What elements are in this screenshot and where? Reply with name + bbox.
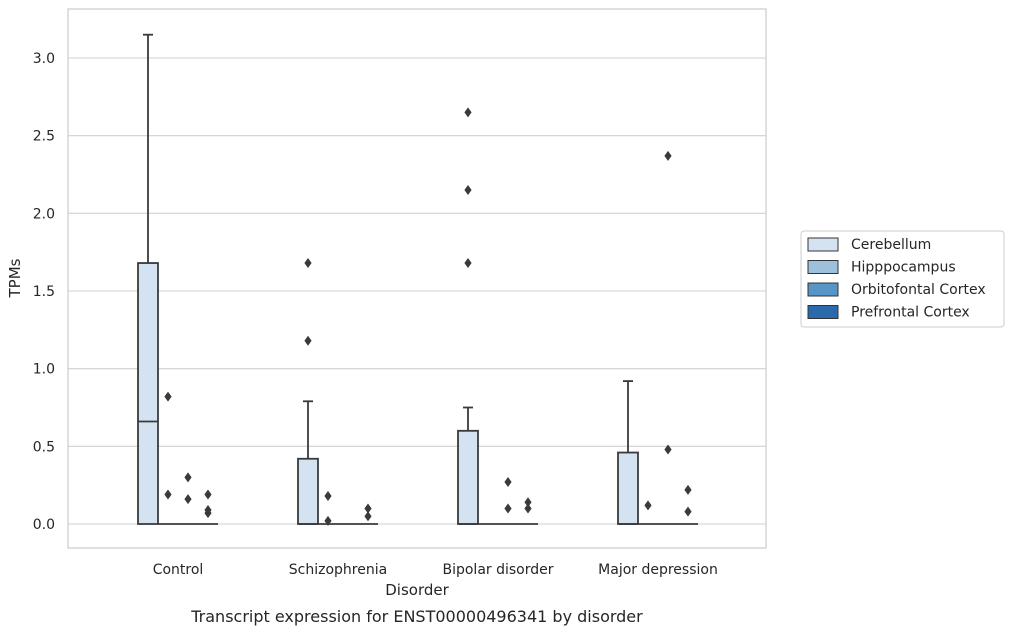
y-tick-label: 2.0 — [33, 206, 55, 222]
box-element — [498, 477, 518, 525]
outlier-point — [204, 505, 212, 516]
box-element — [638, 500, 658, 525]
y-axis-ticks: 0.0 0.5 1.0 1.5 2.0 2.5 3.0 — [33, 51, 55, 533]
box-iqr — [457, 429, 479, 525]
outlier-point — [364, 503, 372, 514]
legend-frame — [800, 230, 1005, 328]
outlier-point — [664, 150, 672, 161]
outlier-point — [464, 258, 472, 269]
outlier-point — [164, 489, 172, 500]
box-iqr — [137, 262, 159, 525]
legend-items: Cerebellum Hipppocampus Orbitofontal Corte… — [807, 237, 986, 321]
series-prefrontal-cortex — [198, 484, 698, 525]
plot-area-frame — [67, 8, 767, 549]
y-tick-label: 1.5 — [33, 284, 55, 300]
legend-label: Prefrontal Cortex — [851, 305, 970, 321]
legend-swatch — [807, 237, 839, 252]
outlier-point — [464, 107, 472, 118]
outlier-point — [684, 484, 692, 495]
outlier-point — [304, 258, 312, 269]
box-element — [518, 497, 538, 525]
box-element — [658, 150, 678, 525]
series-hipppocampus — [158, 391, 658, 526]
legend-label: Hipppocampus — [851, 260, 956, 276]
series-orbitofontal-cortex — [178, 150, 678, 525]
grid-lines — [68, 57, 766, 525]
box-element — [457, 107, 479, 525]
box-element — [678, 484, 698, 525]
box-element — [297, 258, 319, 525]
y-axis-label: TPMs — [6, 258, 24, 298]
box-element — [358, 503, 378, 525]
y-tick-label: 3.0 — [33, 51, 55, 67]
box-element — [318, 491, 338, 526]
legend-swatch — [807, 260, 839, 274]
box-element — [158, 391, 178, 525]
legend-label: Orbitofontal Cortex — [851, 282, 986, 298]
box-iqr — [297, 457, 319, 525]
y-tick-label: 1.0 — [33, 362, 55, 378]
outlier-point — [184, 494, 192, 505]
legend-label: Cerebellum — [851, 237, 931, 253]
outlier-point — [184, 472, 192, 483]
outlier-point — [644, 500, 652, 511]
outlier-point — [504, 503, 512, 514]
outlier-point — [524, 503, 532, 514]
outlier-point — [324, 491, 332, 502]
y-tick-label: 0.5 — [33, 439, 55, 455]
box-element — [198, 489, 218, 525]
outlier-point — [504, 477, 512, 488]
y-tick-label: 2.5 — [33, 129, 55, 145]
x-tick-label: Bipolar disorder — [442, 562, 553, 578]
chart-caption: Transcript expression for ENST0000049634… — [190, 607, 643, 626]
series-cerebellum — [137, 33, 639, 525]
box-element — [137, 33, 159, 525]
outlier-point — [684, 506, 692, 517]
box-element — [617, 380, 639, 525]
outlier-point — [164, 391, 172, 402]
x-axis-label: Disorder — [385, 581, 449, 599]
legend-swatch — [807, 305, 839, 319]
box-series-layer — [137, 33, 698, 526]
outlier-point — [324, 515, 332, 526]
x-tick-label: Control — [153, 562, 204, 578]
legend-swatch — [807, 282, 839, 297]
legend[interactable]: Cerebellum Hipppocampus Orbitofontal Corte… — [800, 230, 1005, 328]
x-axis-ticks: Control Schizophrenia Bipolar disorder Majo… — [153, 562, 718, 578]
outlier-point — [204, 489, 212, 500]
y-tick-label: 0.0 — [33, 517, 55, 533]
box-iqr — [617, 451, 639, 525]
outlier-point — [464, 185, 472, 196]
x-tick-label: Schizophrenia — [289, 562, 387, 578]
outlier-point — [524, 497, 532, 508]
box-element — [178, 472, 198, 525]
outlier-point — [304, 335, 312, 346]
x-tick-label: Major depression — [598, 562, 718, 578]
outlier-point — [664, 444, 672, 455]
outlier-point — [364, 511, 372, 522]
